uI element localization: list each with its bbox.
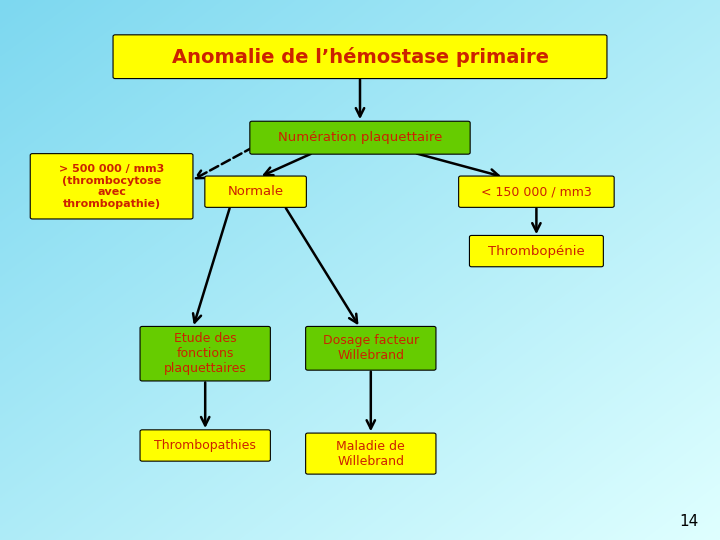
FancyBboxPatch shape: [113, 35, 607, 78]
Text: Numération plaquettaire: Numération plaquettaire: [278, 131, 442, 144]
Text: 14: 14: [679, 514, 698, 529]
Text: Etude des
fonctions
plaquettaires: Etude des fonctions plaquettaires: [163, 332, 247, 375]
FancyBboxPatch shape: [140, 326, 270, 381]
Text: Anomalie de l’hémostase primaire: Anomalie de l’hémostase primaire: [171, 46, 549, 67]
Text: > 500 000 / mm3
(thrombocytose
avec
thrombopathie): > 500 000 / mm3 (thrombocytose avec thro…: [59, 164, 164, 208]
Text: Thrombopénie: Thrombopénie: [488, 245, 585, 258]
FancyBboxPatch shape: [469, 235, 603, 267]
FancyBboxPatch shape: [250, 121, 470, 154]
Text: Dosage facteur
Willebrand: Dosage facteur Willebrand: [323, 334, 419, 362]
FancyBboxPatch shape: [305, 433, 436, 474]
FancyBboxPatch shape: [30, 153, 193, 219]
Text: < 150 000 / mm3: < 150 000 / mm3: [481, 185, 592, 198]
FancyBboxPatch shape: [459, 176, 614, 207]
FancyBboxPatch shape: [204, 176, 307, 207]
FancyBboxPatch shape: [140, 430, 270, 461]
Text: Maladie de
Willebrand: Maladie de Willebrand: [336, 440, 405, 468]
FancyBboxPatch shape: [305, 326, 436, 370]
Text: Thrombopathies: Thrombopathies: [154, 439, 256, 452]
Text: Normale: Normale: [228, 185, 284, 198]
